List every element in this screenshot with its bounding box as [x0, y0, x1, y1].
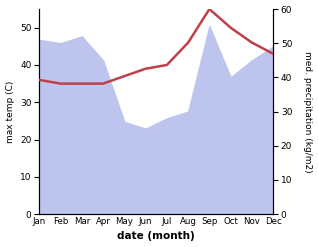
X-axis label: date (month): date (month): [117, 231, 195, 242]
Y-axis label: max temp (C): max temp (C): [5, 80, 15, 143]
Y-axis label: med. precipitation (kg/m2): med. precipitation (kg/m2): [303, 51, 313, 172]
